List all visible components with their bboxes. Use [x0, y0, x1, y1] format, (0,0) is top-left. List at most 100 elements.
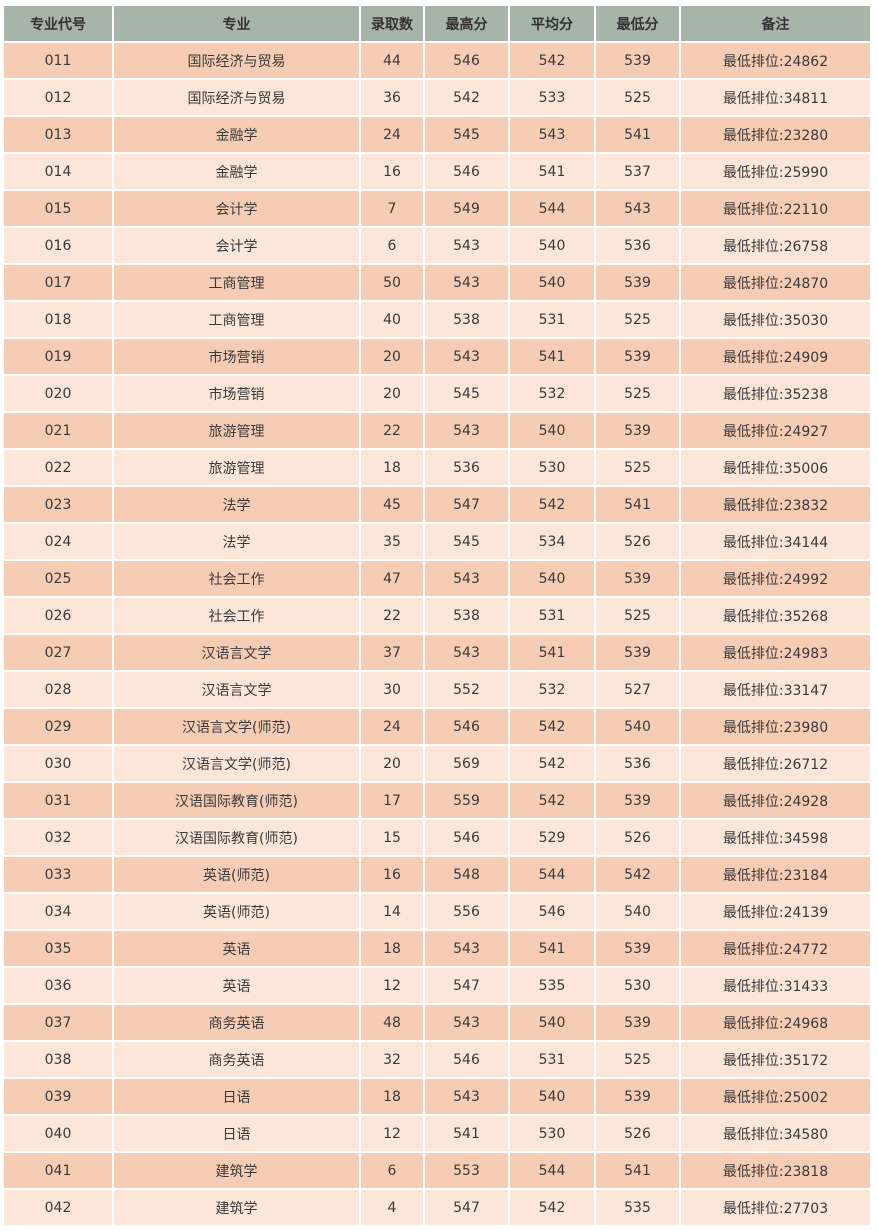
cell-avg-score: 540	[510, 1005, 594, 1040]
cell-major-name: 商务英语	[114, 1005, 359, 1040]
cell-remark: 最低排位:23184	[681, 857, 870, 892]
cell-remark: 最低排位:24909	[681, 339, 870, 374]
cell-remark: 最低排位:23818	[681, 1153, 870, 1188]
cell-avg-score: 531	[510, 1042, 594, 1077]
cell-min-score: 525	[596, 80, 679, 115]
cell-avg-score: 530	[510, 450, 594, 485]
cell-major-code: 035	[4, 931, 112, 966]
cell-remark: 最低排位:24927	[681, 413, 870, 448]
cell-max-score: 547	[425, 487, 508, 522]
cell-max-score: 547	[425, 968, 508, 1003]
cell-max-score: 545	[425, 376, 508, 411]
cell-remark: 最低排位:24928	[681, 783, 870, 818]
column-header-major-code: 专业代号	[4, 6, 112, 41]
table-row: 018 工商管理 40 538 531 525 最低排位:35030	[4, 302, 870, 337]
cell-avg-score: 529	[510, 820, 594, 855]
cell-min-score: 540	[596, 709, 679, 744]
cell-admitted-count: 47	[361, 561, 423, 596]
cell-remark: 最低排位:23832	[681, 487, 870, 522]
cell-avg-score: 540	[510, 1079, 594, 1114]
table-row: 025 社会工作 47 543 540 539 最低排位:24992	[4, 561, 870, 596]
cell-major-code: 041	[4, 1153, 112, 1188]
cell-min-score: 539	[596, 783, 679, 818]
cell-major-name: 金融学	[114, 154, 359, 189]
cell-avg-score: 530	[510, 1116, 594, 1151]
cell-admitted-count: 20	[361, 339, 423, 374]
cell-admitted-count: 30	[361, 672, 423, 707]
cell-max-score: 545	[425, 117, 508, 152]
table-row: 027 汉语言文学 37 543 541 539 最低排位:24983	[4, 635, 870, 670]
cell-remark: 最低排位:34580	[681, 1116, 870, 1151]
table-row: 021 旅游管理 22 543 540 539 最低排位:24927	[4, 413, 870, 448]
cell-major-code: 033	[4, 857, 112, 892]
cell-admitted-count: 7	[361, 191, 423, 226]
cell-max-score: 543	[425, 265, 508, 300]
cell-major-name: 英语	[114, 968, 359, 1003]
cell-remark: 最低排位:35172	[681, 1042, 870, 1077]
admission-scores-table: 专业代号 专业 录取数 最高分 平均分 最低分 备注 011 国际经济与贸易 44 546 542 5…	[2, 4, 872, 1227]
table-row: 034 英语(师范) 14 556 546 540 最低排位:24139	[4, 894, 870, 929]
cell-major-name: 市场营销	[114, 376, 359, 411]
cell-major-name: 社会工作	[114, 561, 359, 596]
cell-max-score: 546	[425, 154, 508, 189]
cell-max-score: 543	[425, 339, 508, 374]
cell-remark: 最低排位:31433	[681, 968, 870, 1003]
cell-remark: 最低排位:35238	[681, 376, 870, 411]
cell-max-score: 543	[425, 931, 508, 966]
column-header-max-score: 最高分	[425, 6, 508, 41]
cell-avg-score: 532	[510, 672, 594, 707]
table-row: 016 会计学 6 543 540 536 最低排位:26758	[4, 228, 870, 263]
cell-avg-score: 541	[510, 931, 594, 966]
cell-admitted-count: 24	[361, 117, 423, 152]
cell-min-score: 542	[596, 857, 679, 892]
cell-remark: 最低排位:24992	[681, 561, 870, 596]
table-row: 031 汉语国际教育(师范) 17 559 542 539 最低排位:24928	[4, 783, 870, 818]
cell-admitted-count: 40	[361, 302, 423, 337]
cell-remark: 最低排位:35268	[681, 598, 870, 633]
cell-admitted-count: 20	[361, 376, 423, 411]
cell-min-score: 541	[596, 1153, 679, 1188]
cell-min-score: 541	[596, 487, 679, 522]
table-row: 013 金融学 24 545 543 541 最低排位:23280	[4, 117, 870, 152]
cell-max-score: 536	[425, 450, 508, 485]
cell-min-score: 540	[596, 894, 679, 929]
cell-admitted-count: 48	[361, 1005, 423, 1040]
cell-remark: 最低排位:26712	[681, 746, 870, 781]
cell-major-name: 法学	[114, 524, 359, 559]
cell-major-code: 012	[4, 80, 112, 115]
cell-major-name: 建筑学	[114, 1190, 359, 1225]
cell-min-score: 525	[596, 1042, 679, 1077]
table-row: 033 英语(师范) 16 548 544 542 最低排位:23184	[4, 857, 870, 892]
cell-min-score: 539	[596, 1005, 679, 1040]
cell-min-score: 525	[596, 450, 679, 485]
cell-major-name: 英语(师范)	[114, 894, 359, 929]
cell-max-score: 546	[425, 820, 508, 855]
cell-major-code: 039	[4, 1079, 112, 1114]
cell-min-score: 525	[596, 302, 679, 337]
cell-avg-score: 540	[510, 265, 594, 300]
cell-remark: 最低排位:25990	[681, 154, 870, 189]
cell-admitted-count: 32	[361, 1042, 423, 1077]
cell-admitted-count: 18	[361, 931, 423, 966]
cell-major-name: 汉语言文学	[114, 672, 359, 707]
cell-major-code: 036	[4, 968, 112, 1003]
cell-avg-score: 531	[510, 598, 594, 633]
cell-major-name: 会计学	[114, 228, 359, 263]
cell-avg-score: 541	[510, 635, 594, 670]
cell-major-name: 国际经济与贸易	[114, 80, 359, 115]
cell-major-code: 032	[4, 820, 112, 855]
cell-admitted-count: 20	[361, 746, 423, 781]
cell-avg-score: 546	[510, 894, 594, 929]
table-row: 041 建筑学 6 553 544 541 最低排位:23818	[4, 1153, 870, 1188]
cell-min-score: 536	[596, 746, 679, 781]
cell-admitted-count: 17	[361, 783, 423, 818]
cell-admitted-count: 15	[361, 820, 423, 855]
cell-major-code: 018	[4, 302, 112, 337]
cell-avg-score: 544	[510, 1153, 594, 1188]
cell-avg-score: 531	[510, 302, 594, 337]
cell-major-code: 034	[4, 894, 112, 929]
cell-admitted-count: 45	[361, 487, 423, 522]
cell-major-name: 日语	[114, 1116, 359, 1151]
cell-major-code: 016	[4, 228, 112, 263]
table-row: 014 金融学 16 546 541 537 最低排位:25990	[4, 154, 870, 189]
